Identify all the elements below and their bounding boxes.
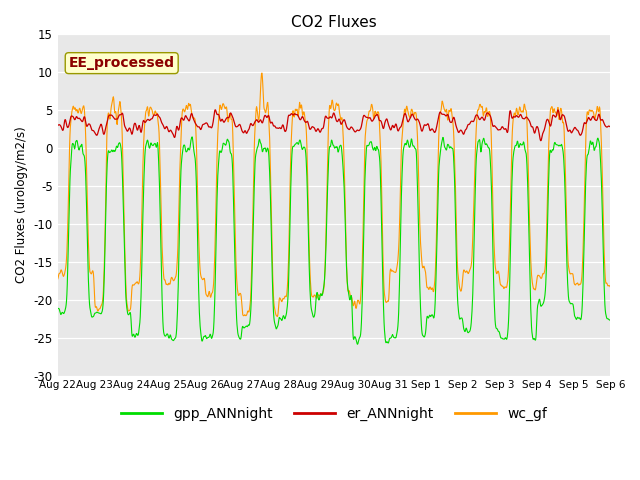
Title: CO2 Fluxes: CO2 Fluxes [291,15,377,30]
Y-axis label: CO2 Fluxes (urology/m2/s): CO2 Fluxes (urology/m2/s) [15,126,28,283]
Legend: gpp_ANNnight, er_ANNnight, wc_gf: gpp_ANNnight, er_ANNnight, wc_gf [115,401,553,427]
Text: EE_processed: EE_processed [68,56,175,70]
